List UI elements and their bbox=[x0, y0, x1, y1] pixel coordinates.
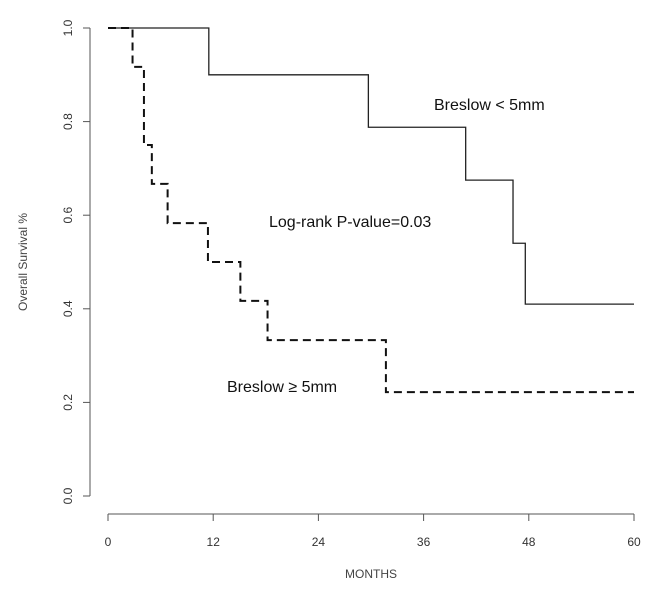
x-tick-label: 60 bbox=[627, 535, 641, 549]
x-ticks: 0 12 24 36 48 60 bbox=[105, 514, 641, 549]
y-tick-label: 1.0 bbox=[61, 19, 75, 36]
x-tick-label: 12 bbox=[207, 535, 221, 549]
x-tick-label: 24 bbox=[312, 535, 326, 549]
y-tick-label: 0.4 bbox=[61, 300, 75, 317]
x-tick-label: 36 bbox=[417, 535, 431, 549]
y-ticks: 0.0 0.2 0.4 0.6 0.8 1.0 bbox=[61, 19, 90, 504]
y-tick-label: 0.0 bbox=[61, 487, 75, 504]
annotation-pvalue: Log-rank P-value=0.03 bbox=[269, 214, 431, 231]
y-axis-title: Overall Survival % bbox=[16, 213, 30, 311]
y-tick-label: 0.2 bbox=[61, 394, 75, 411]
annotation-breslow-ge-5mm: Breslow ≥ 5mm bbox=[227, 379, 337, 396]
x-tick-label: 0 bbox=[105, 535, 112, 549]
series-line-breslow-ge-5mm bbox=[108, 27, 634, 394]
x-axis-title: MONTHS bbox=[345, 567, 397, 581]
series-line-breslow-lt-5mm bbox=[108, 27, 634, 305]
x-tick-label: 48 bbox=[522, 535, 536, 549]
y-tick-label: 0.6 bbox=[61, 207, 75, 224]
y-tick-label: 0.8 bbox=[61, 113, 75, 130]
annotation-breslow-lt-5mm: Breslow < 5mm bbox=[434, 97, 545, 114]
